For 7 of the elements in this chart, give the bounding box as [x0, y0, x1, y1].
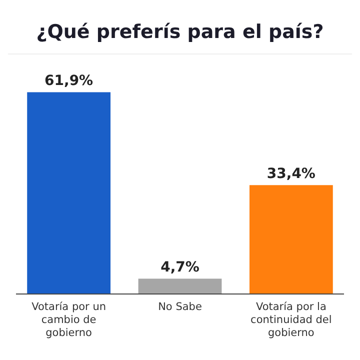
data-label: 4,7%: [160, 260, 200, 276]
x-tick-label: Votaría por un cambio de gobierno: [32, 301, 106, 339]
x-tick-label: No Sabe: [158, 301, 202, 313]
data-label: 61,9%: [44, 73, 94, 90]
chart-title: ¿Qué preferís para el país?: [36, 21, 324, 43]
data-label: 33,4%: [266, 166, 316, 182]
x-tick-label: Votaría por la continuidad del gobierno: [250, 301, 332, 339]
